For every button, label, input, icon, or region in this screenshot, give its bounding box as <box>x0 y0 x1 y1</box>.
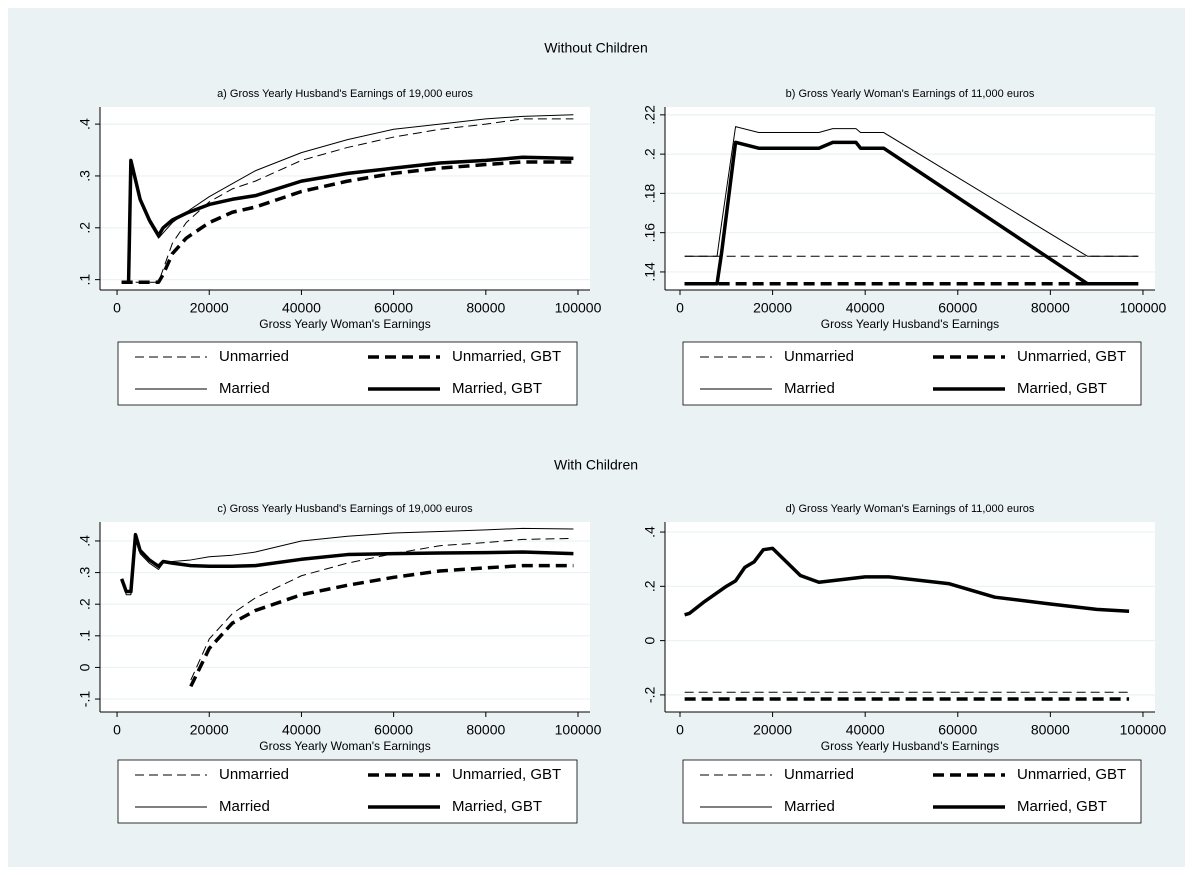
x-tick-label: 100000 <box>555 300 602 316</box>
y-tick-label: .22 <box>642 105 658 125</box>
y-tick-label: 0 <box>642 637 658 645</box>
plot-area <box>100 107 590 290</box>
legend-label: Unmarried <box>219 766 289 783</box>
legend-label: Unmarried <box>784 766 854 783</box>
series-line <box>189 563 574 688</box>
y-tick-label: .14 <box>642 262 658 282</box>
y-tick-label: 0 <box>77 663 93 671</box>
legend-label: Married, GBT <box>1017 798 1107 815</box>
x-tick-label: 20000 <box>753 722 792 738</box>
y-tick-label: .4 <box>77 535 93 547</box>
legend-label: Married <box>219 798 270 815</box>
legend-label: Unmarried, GBT <box>452 766 561 783</box>
x-tick-label: 60000 <box>938 722 977 738</box>
y-tick-label: .1 <box>77 630 93 642</box>
series-line <box>120 532 574 594</box>
series-line <box>190 537 574 681</box>
x-tick-label: 40000 <box>282 722 321 738</box>
section-heading: With Children <box>554 457 638 473</box>
x-tick-label: 100000 <box>1120 722 1167 738</box>
x-tick-label: 100000 <box>1120 300 1167 316</box>
y-tick-label: .2 <box>77 598 93 610</box>
legend <box>682 759 1142 824</box>
x-axis-title: Gross Yearly Husband's Earnings <box>821 739 999 753</box>
x-tick-label: 20000 <box>190 300 229 316</box>
plot-area <box>665 522 1155 712</box>
series-line <box>121 160 574 284</box>
chart-title: b) Gross Yearly Woman's Earnings of 11,0… <box>786 88 1035 100</box>
x-tick-label: 0 <box>676 300 684 316</box>
x-axis-title: Gross Yearly Woman's Earnings <box>259 739 430 753</box>
y-tick-label: .18 <box>642 183 658 203</box>
y-tick-label: .2 <box>77 222 93 234</box>
x-axis-title: Gross Yearly Husband's Earnings <box>821 317 999 331</box>
legend-label: Unmarried, GBT <box>1017 348 1126 365</box>
y-tick-label: .3 <box>77 567 93 579</box>
x-tick-label: 80000 <box>1031 300 1070 316</box>
legend <box>682 341 1142 406</box>
x-tick-label: 100000 <box>555 722 602 738</box>
legend-label: Unmarried, GBT <box>452 348 561 365</box>
series-line <box>121 155 574 284</box>
y-tick-label: .2 <box>642 580 658 592</box>
x-tick-label: 80000 <box>466 300 505 316</box>
x-tick-label: 40000 <box>846 300 885 316</box>
legend-label: Unmarried, GBT <box>1017 766 1126 783</box>
x-tick-label: 0 <box>113 722 121 738</box>
y-tick-label: .2 <box>642 148 658 160</box>
y-tick-label: .4 <box>77 118 93 130</box>
x-tick-label: 60000 <box>938 300 977 316</box>
x-tick-label: 80000 <box>466 722 505 738</box>
legend-label: Married <box>784 798 835 815</box>
y-tick-label: .4 <box>642 526 658 538</box>
legend-label: Unmarried <box>219 348 289 365</box>
x-tick-label: 80000 <box>1031 722 1070 738</box>
chart-title: a) Gross Yearly Husband's Earnings of 19… <box>217 88 473 100</box>
y-tick-label: .3 <box>77 170 93 182</box>
section-heading: Without Children <box>544 40 648 56</box>
x-tick-label: 0 <box>113 300 121 316</box>
plot-area <box>665 107 1155 290</box>
x-tick-label: 60000 <box>374 722 413 738</box>
series-line <box>684 546 1130 617</box>
chart-title: d) Gross Yearly Woman's Earnings of 11,0… <box>786 503 1035 515</box>
series-line <box>684 126 1139 257</box>
x-tick-label: 40000 <box>282 300 321 316</box>
x-tick-label: 40000 <box>846 722 885 738</box>
legend-label: Married, GBT <box>452 380 542 397</box>
legend-label: Married <box>219 380 270 397</box>
y-tick-label: -.2 <box>642 687 658 704</box>
x-tick-label: 20000 <box>190 722 229 738</box>
y-tick-label: .16 <box>642 223 658 243</box>
chart-title: c) Gross Yearly Husband's Earnings of 19… <box>217 503 473 515</box>
series-line <box>684 140 1139 286</box>
y-tick-label: .1 <box>77 274 93 286</box>
legend-label: Married, GBT <box>452 798 542 815</box>
x-tick-label: 20000 <box>753 300 792 316</box>
x-tick-label: 0 <box>676 722 684 738</box>
legend-label: Married, GBT <box>1017 380 1107 397</box>
x-axis-title: Gross Yearly Woman's Earnings <box>259 317 430 331</box>
legend-label: Married <box>784 380 835 397</box>
y-tick-label: -.1 <box>77 691 93 708</box>
legend <box>117 759 578 824</box>
legend-label: Unmarried <box>784 348 854 365</box>
legend <box>117 341 578 406</box>
x-tick-label: 60000 <box>374 300 413 316</box>
